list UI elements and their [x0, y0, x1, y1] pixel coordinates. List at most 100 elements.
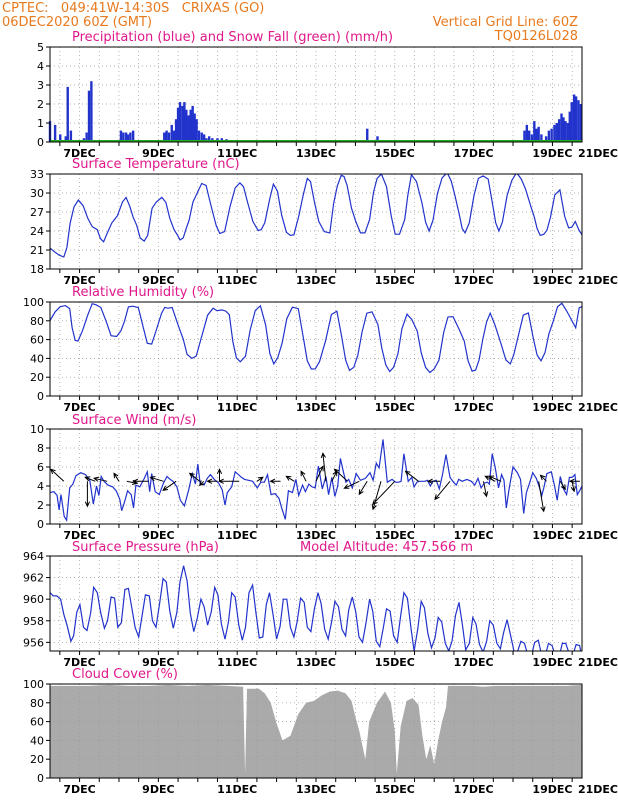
rh-ytick-label: 0	[37, 390, 44, 403]
precip-xtick-label: 21DEC	[578, 147, 618, 160]
wind-arrow	[559, 481, 566, 491]
precip-bar	[53, 124, 57, 142]
precip-bar	[170, 124, 173, 142]
precip-bar	[366, 128, 369, 142]
precip-bar	[533, 121, 536, 142]
precip-bar	[566, 123, 570, 142]
wind-xtick-label: 15DEC	[375, 529, 415, 542]
cloud-panel: 0 20 40 60 80 100 7DEC 9DEC 11DEC 13DEC 15DEC 17DEC…	[23, 678, 618, 796]
precip-bar	[557, 119, 561, 142]
wind-arrow	[371, 480, 396, 506]
precip-bar	[122, 132, 125, 142]
wind-ytick-label: 4	[37, 480, 44, 493]
precip-bar	[185, 109, 188, 142]
wind-arrow	[426, 478, 441, 484]
wind-arrow	[404, 470, 419, 482]
wind-arrow	[113, 472, 120, 482]
precip-bar	[555, 123, 558, 142]
cloud-ytick-label: 40	[30, 734, 44, 747]
temp-xtick-label: 13DEC	[296, 274, 336, 287]
wind-ytick-label: 2	[37, 499, 44, 512]
precip-bar	[577, 100, 580, 142]
wind-xtick-label: 13DEC	[296, 529, 336, 542]
rh-xtick-label: 21DEC	[578, 401, 618, 414]
precip-bar	[126, 134, 130, 142]
press-xtick-label: 19DEC	[532, 656, 572, 669]
rh-panel-title: Relative Humidity (%)	[72, 285, 214, 300]
press-xtick-label: 13DEC	[296, 656, 336, 669]
wind-xtick-label: 9DEC	[142, 529, 174, 542]
wind-arrow	[49, 468, 65, 482]
press-ytick-label: 962	[23, 572, 44, 585]
wind-series-line	[50, 439, 582, 523]
precip-ytick-label: 0	[37, 136, 44, 149]
precip-bar	[66, 86, 69, 142]
wind-arrow	[333, 468, 348, 482]
precip-bar	[124, 132, 128, 142]
precip-bar	[174, 119, 178, 142]
cloud-xtick-label: 13DEC	[296, 783, 336, 796]
cloud-xtick-label: 11DEC	[217, 783, 257, 796]
precip-bar	[202, 134, 206, 142]
wind-arrow	[218, 478, 240, 484]
wind-arrow	[568, 478, 580, 484]
rh-ytick-label: 100	[23, 296, 44, 309]
press-ytick-label: 960	[23, 593, 44, 606]
rh-xtick-label: 9DEC	[142, 401, 174, 414]
wind-xtick-label: 7DEC	[63, 529, 95, 542]
precip-bar	[87, 90, 91, 142]
precip-bar	[537, 126, 540, 142]
wind-arrow	[539, 474, 547, 482]
station-header: CPTEC: 049:41W-14:30S CRIXAS (GO)	[2, 1, 264, 16]
grid-line-header: Vertical Grid Line: 60Z	[433, 15, 578, 30]
precip-ytick-label: 5	[37, 41, 44, 54]
temp-ytick-label: 24	[30, 225, 44, 238]
cloud-ytick-label: 0	[37, 772, 44, 785]
temp-xtick-label: 19DEC	[532, 274, 572, 287]
cloud-xtick-label: 7DEC	[63, 783, 95, 796]
run-date-header: 06DEC2020 60Z (GMT)	[2, 15, 152, 30]
temp-panel-title: Surface Temperature (nC)	[72, 157, 240, 172]
temp-xtick-label: 17DEC	[454, 274, 494, 287]
precip-panel: 0 1 2 3 4 5 7DEC 9DEC 11DEC 13DEC 15DEC 17DEC 19DEC 2…	[37, 41, 618, 160]
press-xtick-label: 17DEC	[454, 656, 494, 669]
precip-panel-title: Precipitation (blue) and Snow Fall (gree…	[72, 30, 393, 45]
wind-arrow	[216, 468, 223, 482]
wind-ytick-label: 0	[37, 518, 44, 531]
precip-bar	[540, 134, 543, 142]
cloud-cover-area	[50, 684, 582, 778]
wind-arrow	[343, 480, 360, 489]
precip-bar	[564, 121, 567, 142]
wind-arrow	[162, 480, 177, 491]
press-xtick-label: 7DEC	[63, 656, 95, 669]
rh-xtick-label: 11DEC	[217, 401, 257, 414]
precip-xtick-label: 11DEC	[217, 147, 257, 160]
wind-xtick-label: 11DEC	[217, 529, 257, 542]
precip-bar	[579, 104, 583, 142]
press-panel: 956 958 960 962 964 7DEC 9DEC 11DEC 13DEC 15DEC 17…	[23, 550, 618, 669]
temp-xtick-label: 7DEC	[63, 274, 95, 287]
precip-bar	[550, 128, 553, 142]
precip-bar	[181, 105, 184, 142]
rh-xtick-label: 15DEC	[375, 401, 415, 414]
precip-bar	[165, 130, 168, 142]
precip-bar	[178, 102, 182, 142]
wind-arrow	[188, 472, 201, 482]
precip-bar	[562, 117, 565, 142]
precip-bar	[208, 136, 211, 142]
precip-ytick-label: 3	[37, 79, 44, 92]
wind-ytick-label: 6	[37, 461, 44, 474]
rh-ytick-label: 20	[30, 371, 44, 384]
wind-arrow	[538, 481, 546, 513]
wind-arrow	[256, 476, 264, 482]
model-altitude-label: Model Altitude: 457.566 m	[300, 540, 473, 555]
precip-bar	[553, 124, 556, 142]
precip-bar	[129, 132, 132, 142]
cloud-xtick-label: 17DEC	[454, 783, 494, 796]
wind-xtick-label: 17DEC	[454, 529, 494, 542]
wind-arrow	[358, 481, 368, 496]
temp-ytick-label: 18	[30, 263, 44, 276]
wind-arrow	[84, 476, 96, 482]
precip-bar	[85, 132, 88, 142]
